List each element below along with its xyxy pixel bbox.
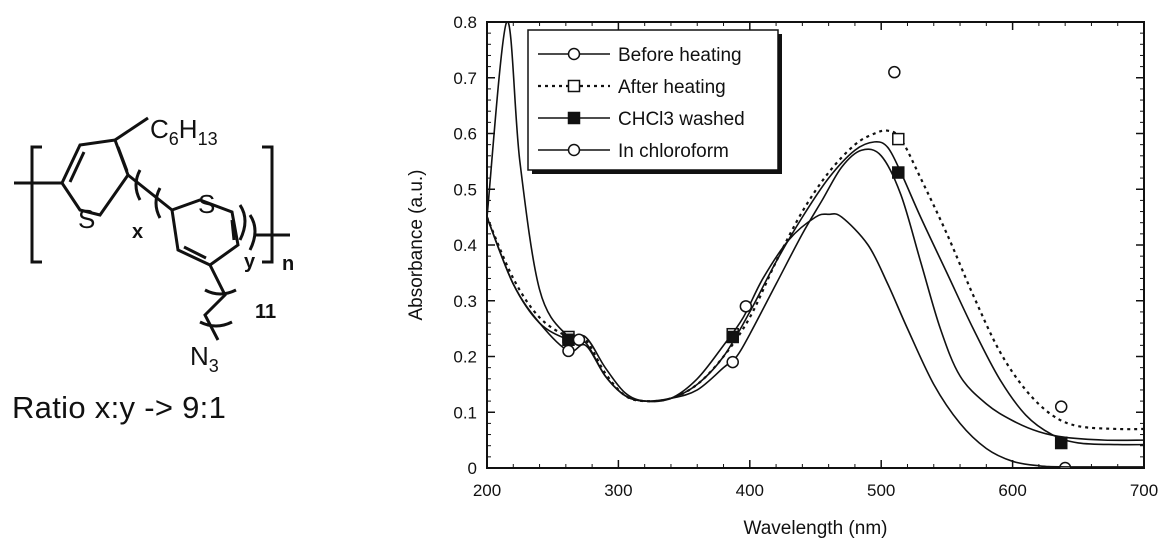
x-tick-label: 200 [473, 481, 501, 500]
data-point-filled-square [892, 166, 905, 179]
y-tick-label: 0.4 [453, 236, 477, 255]
series-in-chloroform [487, 22, 1144, 468]
x-tick-label: 400 [736, 481, 764, 500]
sulfur-label-2: S [198, 189, 215, 219]
data-point-circle [572, 333, 586, 347]
right-bracket [262, 145, 274, 264]
data-point-circle [562, 344, 575, 358]
y-tick-label: 0 [468, 459, 477, 478]
series-line [487, 22, 1144, 468]
ratio-caption: Ratio x:y -> 9:1 [12, 390, 227, 425]
chain-bracket-2 [199, 320, 233, 328]
legend-label: CHCl3 washed [618, 109, 745, 130]
y-tick-label: 0.7 [453, 69, 477, 88]
x-tick-label: 500 [867, 481, 895, 500]
series-after-heating [487, 129, 1144, 450]
data-point-circle [567, 143, 581, 157]
data-point-square [567, 79, 581, 93]
y-tick-label: 0.5 [453, 180, 477, 199]
y-tick-label: 0.1 [453, 403, 477, 422]
data-point-circle [739, 300, 753, 313]
thiophene-ring-2 [170, 198, 240, 267]
azide-label: N3 [190, 341, 219, 376]
index-n: n [282, 253, 294, 275]
data-point-filled-square [567, 111, 581, 125]
chain-length-label: 11 [255, 301, 276, 323]
series-line [487, 129, 1144, 431]
hexyl-bond [114, 116, 149, 142]
legend-label: Before heating [618, 45, 742, 66]
y-bracket-2 [248, 214, 257, 251]
data-point-filled-square [1054, 436, 1068, 450]
data-point-circle [726, 355, 739, 369]
y-tick-label: 0.8 [453, 13, 477, 32]
y-bracket [238, 204, 247, 241]
polymer-structure: C6H13 S S x y n 11 N3 [14, 114, 294, 376]
thiophene-ring-1 [60, 138, 130, 217]
series-chcl3-washed [487, 140, 1144, 450]
y-axis-label: Absorbance (a.u.) [406, 169, 427, 320]
data-point-circle [567, 47, 581, 61]
x-bracket-2 [154, 187, 162, 219]
left-bracket [30, 145, 42, 264]
chain-bracket-1 [204, 288, 237, 296]
legend-label: After heating [618, 77, 726, 98]
alkyl-chain [203, 264, 227, 341]
y-tick-label: 0.6 [453, 125, 477, 144]
legend-label: In chloroform [618, 141, 729, 162]
x-axis-label: Wavelength (nm) [744, 518, 888, 539]
y-tick-label: 0.2 [453, 348, 477, 367]
hexyl-label: C6H13 [150, 114, 218, 149]
series-line [487, 140, 1144, 446]
series-line [487, 148, 1144, 442]
x-tick-label: 300 [604, 481, 632, 500]
index-x: x [132, 221, 143, 243]
data-point-square [892, 132, 905, 146]
x-tick-label: 700 [1130, 481, 1158, 500]
data-point-circle [1058, 461, 1072, 468]
sulfur-label-1: S [78, 204, 95, 234]
x-bracket [134, 169, 142, 201]
inter-ring-bond [127, 173, 173, 212]
x-tick-label: 600 [998, 481, 1026, 500]
data-point-circle [888, 65, 901, 79]
index-y: y [244, 251, 256, 273]
legend: Before heating After heating CHCl3 washed I… [527, 29, 782, 174]
axes: 200 300 400 500 600 700 0 0.1 0.2 0.3 0.4 0.5 0.6 0.7… [453, 13, 1158, 500]
series-layer [487, 22, 1144, 468]
absorbance-chart: 200 300 400 500 600 700 0 0.1 0.2 0.3 0.4 0.5 0.6 0.7… [406, 13, 1158, 539]
y-tick-label: 0.3 [453, 292, 477, 311]
data-point-filled-square [726, 330, 739, 344]
data-point-circle [1054, 400, 1068, 413]
